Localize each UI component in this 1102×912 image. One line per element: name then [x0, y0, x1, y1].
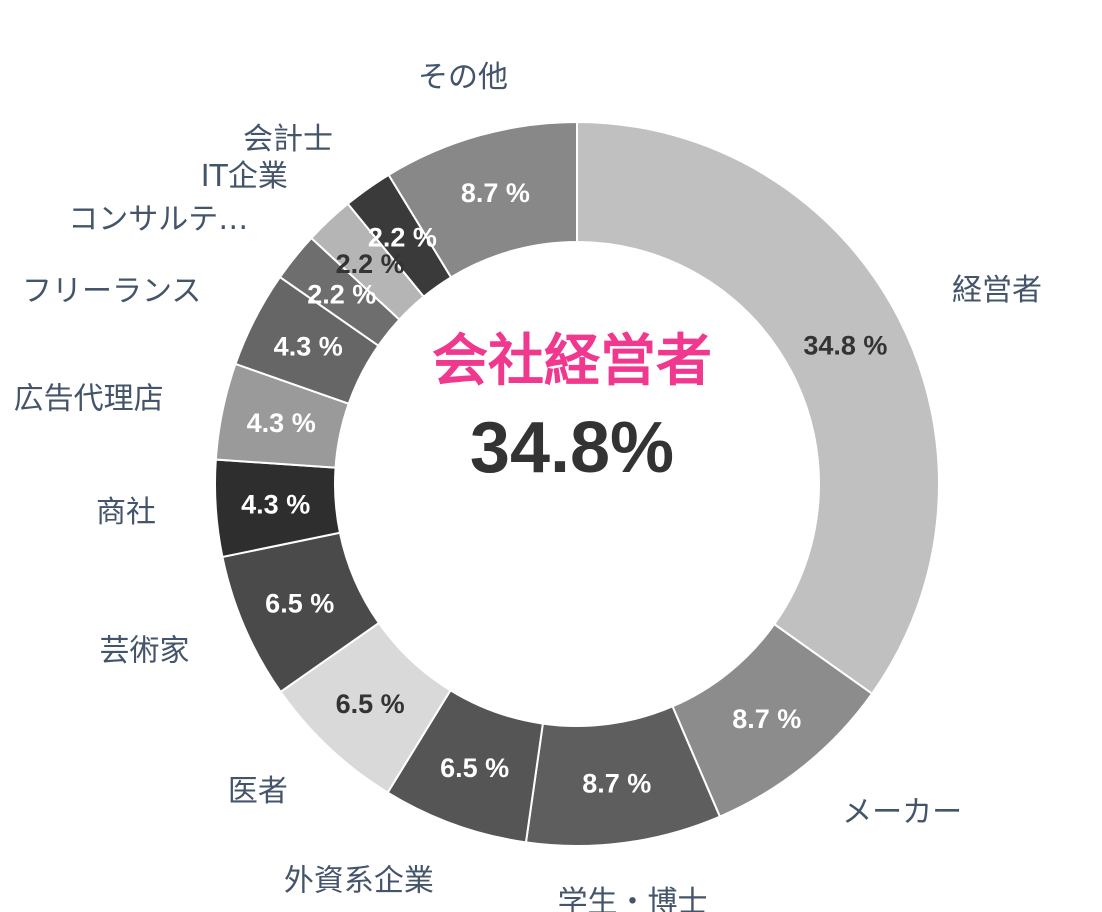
slice-category-label: 会計士 [243, 122, 333, 157]
slice-category-label: コンサルテ… [68, 202, 248, 237]
slice-category-label: 学生・博士 [558, 885, 708, 912]
slice-percent-label: 4.3 % [274, 331, 343, 361]
slice-percent-label: 4.3 % [247, 408, 316, 438]
slice-category-label: IT企業 [201, 159, 288, 194]
slice-category-label: 芸術家 [100, 634, 190, 669]
slice-category-label: 広告代理店 [14, 381, 164, 416]
center-value: 34.8% [470, 408, 674, 488]
slice-percent-label: 6.5 % [336, 689, 405, 719]
slice-category-label: 外資系企業 [284, 864, 434, 899]
slice-category-label: 商社 [96, 495, 156, 530]
slice-percent-label: 8.7 % [582, 768, 651, 798]
slice-percent-label: 8.7 % [732, 704, 801, 734]
chart-slices [214, 120, 940, 847]
slice-percent-label: 8.7 % [461, 178, 530, 208]
slice-category-label: フリーランス [22, 274, 201, 309]
chart-percent-labels: 34.8 % 8.7 % 8.7 % 6.5 % 6.5 % 6.5 % 4.3 % 4.3 … [241, 178, 887, 798]
slice-category-label: メーカー [842, 795, 962, 830]
slice-percent-label: 34.8 % [803, 331, 887, 361]
slice-percent-label: 6.5 % [265, 589, 334, 619]
slice-category-label: その他 [418, 60, 508, 95]
center-title: 会社経営者 [432, 329, 712, 394]
slice-percent-label: 6.5 % [440, 753, 509, 783]
slice-0[interactable] [576, 120, 940, 696]
slice-percent-label: 4.3 % [241, 489, 310, 519]
slice-percent-label: 2.2 % [336, 249, 405, 279]
slice-category-label: 経営者 [952, 273, 1042, 308]
slice-category-label: 医者 [228, 774, 288, 809]
slice-12[interactable] [387, 120, 578, 279]
slice-percent-label: 2.2 % [368, 223, 437, 253]
slice-percent-label: 2.2 % [307, 280, 376, 310]
